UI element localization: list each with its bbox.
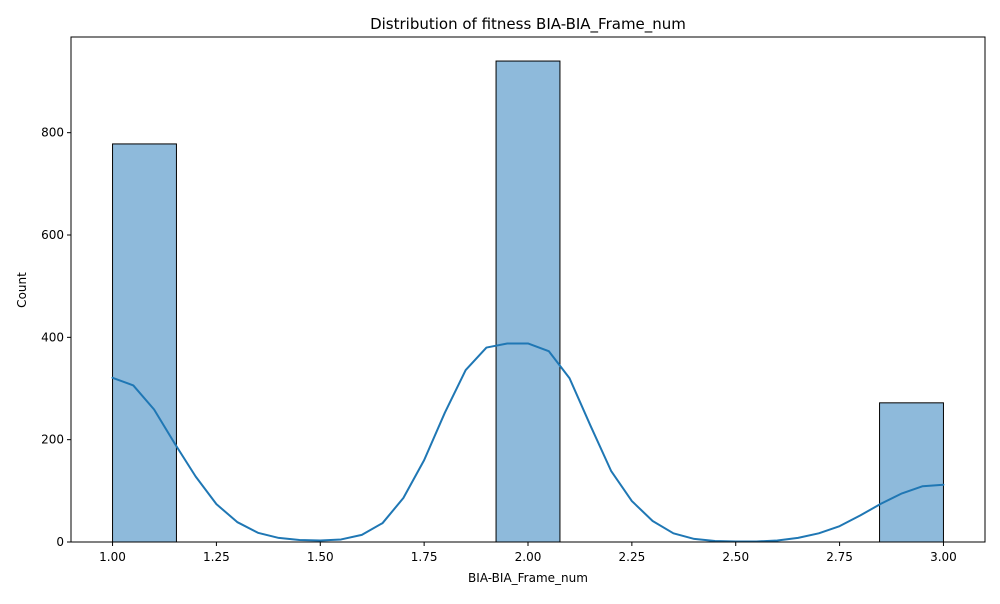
x-tick-label: 2.75: [826, 550, 853, 564]
histogram-bar: [495, 60, 561, 543]
y-tick-label: 400: [41, 330, 64, 344]
axes: 1.00 1.25 1.50 1.75 2.00 2.25 2.50 2.75 3.00 0 200…: [41, 36, 986, 564]
x-tick-label: 2.25: [619, 550, 646, 564]
y-tick-label: 200: [41, 433, 64, 447]
kde-curve-layer: [111, 342, 945, 543]
histogram-bars: [112, 60, 944, 543]
x-tick-label: 3.00: [930, 550, 957, 564]
x-tick-label: 1.25: [203, 550, 230, 564]
kde-line: [111, 342, 945, 543]
y-tick-label: 600: [41, 228, 64, 242]
chart-title: Distribution of fitness BIA-BIA_Frame_nu…: [370, 15, 686, 34]
x-tick-label: 2.00: [515, 550, 542, 564]
y-tick-label: 800: [41, 126, 64, 140]
x-tick-label: 2.50: [722, 550, 749, 564]
x-tick-label: 1.75: [411, 550, 438, 564]
y-axis-label: Count: [15, 272, 29, 308]
histogram-bar: [879, 402, 944, 543]
y-tick-label: 0: [56, 535, 64, 549]
histogram-bar: [112, 143, 177, 543]
x-tick-label: 1.00: [99, 550, 126, 564]
x-tick-label: 1.50: [307, 550, 334, 564]
x-axis-label: BIA-BIA_Frame_num: [468, 571, 588, 585]
